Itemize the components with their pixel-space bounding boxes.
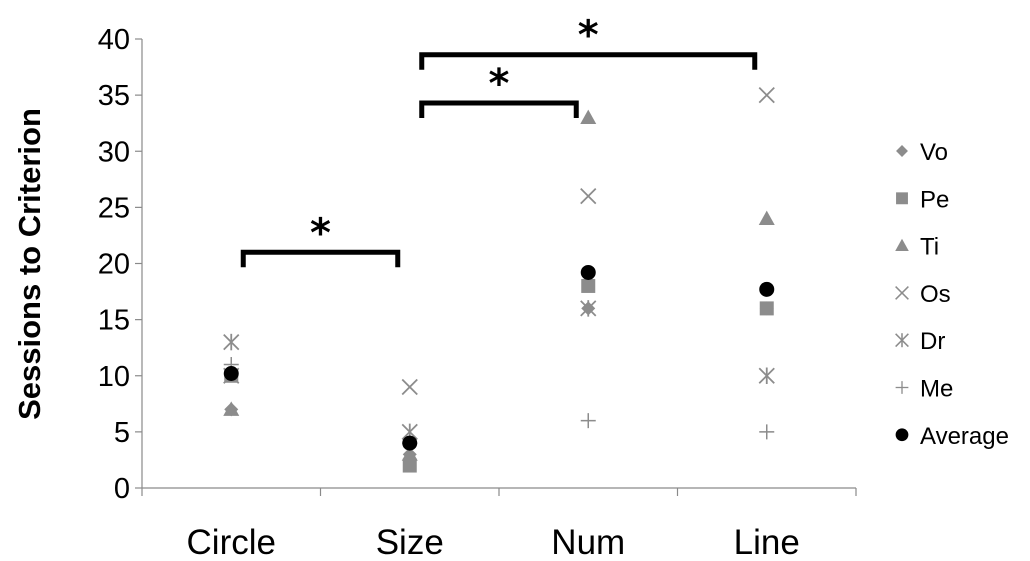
legend-marker-ti xyxy=(895,238,909,252)
legend-label-dr: Dr xyxy=(920,328,945,355)
legend-marker-me xyxy=(895,381,909,394)
point-pe-num xyxy=(581,278,596,293)
point-dr-circle xyxy=(223,333,240,351)
y-tick-label: 40 xyxy=(98,24,130,56)
point-me-num xyxy=(580,413,596,429)
point-dr-line xyxy=(758,367,775,384)
point-pe-line xyxy=(759,301,774,316)
significance-star: * xyxy=(310,210,331,256)
x-tick-label: Circle xyxy=(187,523,276,561)
point-pe-size xyxy=(402,458,417,473)
y-tick-label: 25 xyxy=(98,192,130,224)
y-tick-label: 35 xyxy=(98,80,130,112)
point-average-circle xyxy=(223,366,239,382)
data-points xyxy=(223,86,775,473)
point-average-line xyxy=(759,281,775,297)
legend-marker-pe xyxy=(896,192,908,205)
point-os-size xyxy=(401,378,418,396)
point-ti-circle xyxy=(223,401,240,416)
y-tick-label: 30 xyxy=(98,136,130,168)
legend-label-pe: Pe xyxy=(920,186,949,213)
significance-star: * xyxy=(578,13,599,59)
legend-marker-average xyxy=(895,428,909,442)
point-dr-num xyxy=(580,300,597,317)
point-os-line xyxy=(758,86,775,104)
x-tick-label: Num xyxy=(551,523,625,561)
legend-marker-os xyxy=(895,285,909,300)
point-ti-size xyxy=(401,446,418,461)
legend-label-os: Os xyxy=(920,281,951,308)
legend-label-average: Average xyxy=(920,423,1009,450)
significance-brackets: * * * xyxy=(240,13,758,268)
legend-marker-dr xyxy=(895,333,909,348)
legend-label-ti: Ti xyxy=(920,234,939,261)
x-tick-label: Line xyxy=(734,523,800,561)
point-me-line xyxy=(759,424,775,440)
significance-star: * xyxy=(489,61,510,107)
significance-bracket xyxy=(419,100,579,118)
y-tick-label: 20 xyxy=(98,249,130,281)
ticks: 0 5 10 15 20 25 30 35 40 Circle Size Num Line xyxy=(98,24,857,561)
x-tick-label: Size xyxy=(376,523,444,561)
point-ti-num xyxy=(580,109,597,124)
y-tick-label: 15 xyxy=(98,305,130,337)
significance-bracket xyxy=(419,52,758,70)
y-axis-title: Sessions to Criterion xyxy=(12,108,47,420)
legend-marker-vo xyxy=(896,145,908,157)
y-tick-label: 5 xyxy=(114,417,130,449)
point-ti-line xyxy=(758,210,775,225)
point-average-num xyxy=(580,264,596,280)
legend-label-me: Me xyxy=(920,376,953,403)
point-average-size xyxy=(402,435,418,451)
significance-bracket xyxy=(240,249,401,268)
legend-label-vo: Vo xyxy=(920,139,948,166)
point-os-num xyxy=(580,188,597,205)
legend: Vo Pe Ti Os Dr Me Average xyxy=(895,139,1009,450)
y-tick-label: 0 xyxy=(114,473,130,505)
y-tick-label: 10 xyxy=(98,361,130,393)
